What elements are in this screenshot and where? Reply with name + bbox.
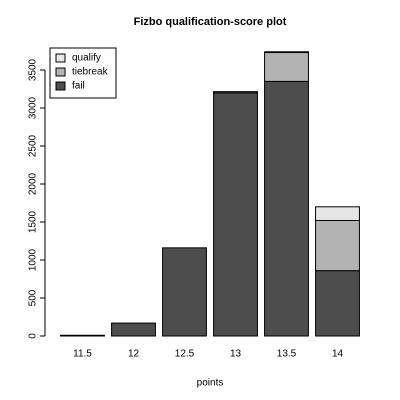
bar-segment (60, 334, 105, 337)
y-tick-label: 3500 (28, 58, 39, 81)
bar-segment (264, 51, 309, 54)
y-tick-label: 1500 (28, 210, 39, 233)
x-tick-label: 14 (332, 349, 344, 360)
legend-swatch (55, 81, 66, 91)
bar-segment (213, 91, 258, 94)
bar-segment (315, 206, 360, 221)
x-tick-label: 11.5 (73, 349, 92, 360)
chart-title: Fizbo qualification-score plot (134, 16, 287, 28)
x-tick-label: 12 (128, 349, 140, 360)
bar-segment (162, 247, 207, 337)
legend-swatch (55, 67, 66, 77)
y-tick-label: 3000 (28, 96, 39, 119)
legend-label: tiebreak (72, 67, 109, 78)
x-tick-label: 12.5 (175, 349, 195, 360)
legend-label: qualify (72, 53, 101, 64)
bar-segment (213, 92, 258, 337)
bar-segment (264, 52, 309, 82)
y-tick-label: 2500 (28, 134, 39, 157)
x-axis-label: points (197, 378, 224, 389)
legend-swatch (55, 53, 66, 63)
y-tick-label: 0 (28, 333, 39, 339)
bar-segment (111, 322, 156, 337)
y-tick-label: 1000 (28, 248, 39, 271)
x-tick-label: 13 (230, 349, 242, 360)
y-tick-label: 2000 (28, 172, 39, 195)
x-tick-label: 13.5 (277, 349, 297, 360)
bar-segment (315, 219, 360, 272)
bar-segment (264, 80, 309, 337)
legend-label: fail (72, 81, 85, 92)
y-tick-label: 500 (28, 289, 39, 306)
bar-segment (315, 270, 360, 337)
